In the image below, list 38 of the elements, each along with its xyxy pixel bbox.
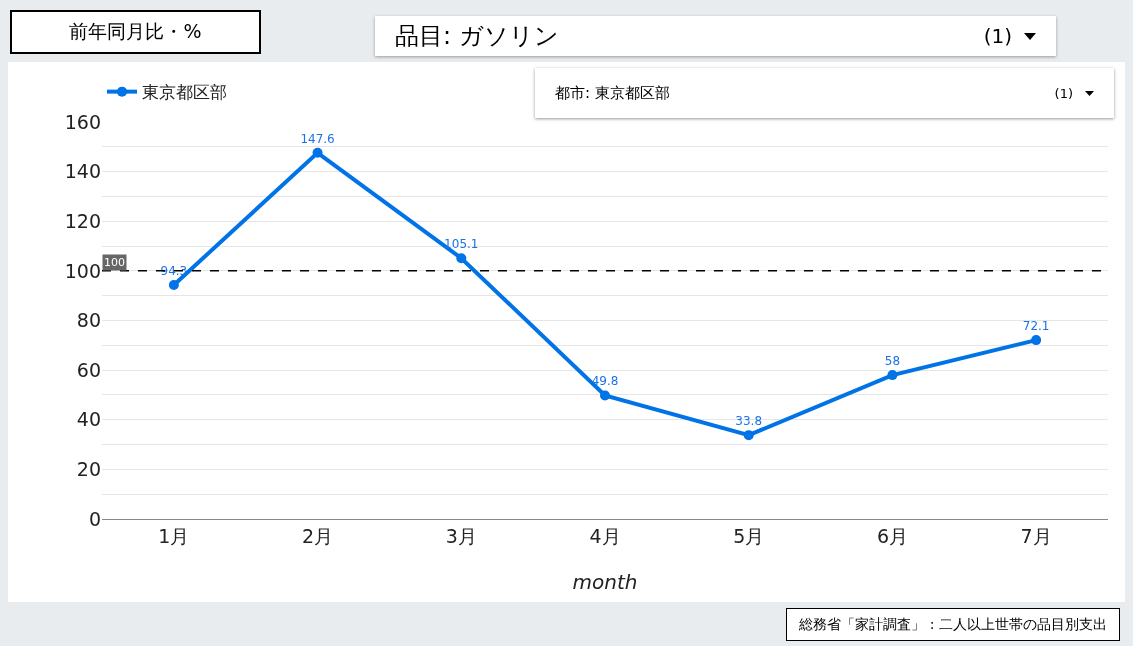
data-label: 33.8 xyxy=(735,413,763,428)
text: 都市: 東京都区部 xyxy=(555,83,670,103)
x-tick-label: 6月 xyxy=(876,524,908,547)
data-label: 105.1 xyxy=(444,236,479,251)
y-tick-label: 40 xyxy=(76,408,101,431)
data-label: 72.1 xyxy=(1022,318,1050,333)
text: 総務省「家計調査」 : 二人以上世帯の品目別支出 xyxy=(786,608,1120,641)
x-tick-label: 3月 xyxy=(445,524,477,547)
point xyxy=(456,253,467,264)
x-tick-label: 1月 xyxy=(158,524,190,547)
y-tick-label: 0 xyxy=(88,507,101,530)
point xyxy=(743,430,754,441)
x-tick-label: 5月 xyxy=(733,524,765,547)
point xyxy=(312,147,323,158)
y-tick-label: 100 xyxy=(64,259,101,282)
chart-title: 前年同月比・% xyxy=(10,10,261,54)
y-tick-label: 20 xyxy=(76,458,101,481)
text: (1) xyxy=(1054,85,1073,101)
y-tick-label: 60 xyxy=(76,358,101,381)
point xyxy=(1031,335,1042,346)
x-axis-title: month xyxy=(572,570,638,594)
text: (1) xyxy=(983,24,1012,48)
y-tick-label: 120 xyxy=(64,209,101,232)
point xyxy=(168,280,179,291)
point xyxy=(600,390,610,401)
text: 品目: ガソリン xyxy=(395,21,559,52)
x-tick-label: 7月 xyxy=(1020,524,1052,547)
y-tick-label: 80 xyxy=(76,309,101,332)
data-label: 58 xyxy=(884,353,901,368)
y-tick-label: 140 xyxy=(64,160,101,183)
legend-label: 東京都区部 xyxy=(142,82,227,103)
data-label: 49.8 xyxy=(591,374,619,389)
data-label: 147.6 xyxy=(300,131,335,146)
ref-line-label: 100 xyxy=(104,256,125,269)
x-tick-label: 2月 xyxy=(302,524,334,547)
y-tick-label: 160 xyxy=(64,110,101,133)
x-tick-label: 4月 xyxy=(589,524,621,547)
point xyxy=(887,370,898,381)
